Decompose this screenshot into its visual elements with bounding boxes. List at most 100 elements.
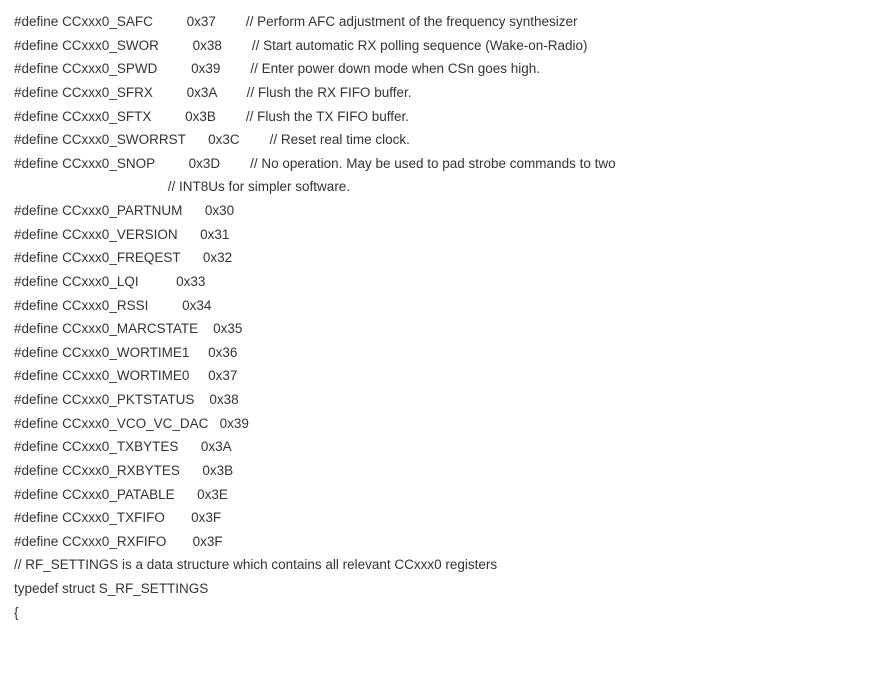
comment-line: // RF_SETTINGS is a data structure which… [14,553,876,577]
comment-text: // Flush the TX FIFO buffer. [246,109,409,124]
gap-space [217,85,247,100]
gap-space [14,179,168,194]
gap-space [157,61,191,76]
keyword-define: #define [14,321,58,336]
keyword-define: #define [14,38,58,53]
gap-space [182,203,205,218]
comment-text: // Reset real time clock. [270,132,410,147]
gap-space [165,510,191,525]
gap-space [216,109,246,124]
comment-text: // INT8Us for simpler software. [168,179,350,194]
macro-name: CCxxx0_WORTIME0 [62,368,189,383]
macro-name: CCxxx0_PATABLE [62,487,175,502]
code-row: #define CCxxx0_SNOP 0x3D // No operation… [14,152,876,176]
brace-line: { [14,601,876,625]
macro-value: 0x39 [191,61,220,76]
macro-name: CCxxx0_TXFIFO [62,510,165,525]
macro-value: 0x3B [202,463,233,478]
macro-value: 0x38 [193,38,222,53]
keyword-define: #define [14,203,58,218]
macro-name: CCxxx0_VERSION [62,227,178,242]
macro-value: 0x3B [185,109,216,124]
macro-name: CCxxx0_SWORRST [62,132,186,147]
keyword-define: #define [14,250,58,265]
macro-name: CCxxx0_TXBYTES [62,439,178,454]
keyword-define: #define [14,274,58,289]
gap-space [139,274,177,289]
macro-value: 0x33 [176,274,205,289]
gap-space [220,61,250,76]
keyword-define: #define [14,463,58,478]
code-row: #define CCxxx0_WORTIME0 0x37 [14,364,876,388]
gap-space [180,463,203,478]
code-row: #define CCxxx0_RXBYTES 0x3B [14,459,876,483]
gap-space [178,439,201,454]
keyword-define: #define [14,109,58,124]
macro-name: CCxxx0_PARTNUM [62,203,182,218]
code-row: #define CCxxx0_SWORRST 0x3C // Reset rea… [14,128,876,152]
gap-space [148,298,182,313]
macro-name: CCxxx0_PKTSTATUS [62,392,194,407]
code-row: #define CCxxx0_FREQEST 0x32 [14,246,876,270]
gap-space [175,487,198,502]
macro-value: 0x3E [197,487,228,502]
gap-space [240,132,270,147]
code-text: { [14,605,19,620]
code-row: // INT8Us for simpler software. [14,175,876,199]
code-row: #define CCxxx0_SPWD 0x39 // Enter power … [14,57,876,81]
macro-value: 0x31 [200,227,229,242]
keyword-define: #define [14,227,58,242]
gap-space [155,156,189,171]
keyword-define: #define [14,132,58,147]
code-row: #define CCxxx0_SWOR 0x38 // Start automa… [14,34,876,58]
macro-name: CCxxx0_SFRX [62,85,153,100]
comment-text: // Perform AFC adjustment of the frequen… [246,14,578,29]
code-row: #define CCxxx0_SFRX 0x3A // Flush the RX… [14,81,876,105]
gap-space [153,85,187,100]
macro-name: CCxxx0_RXBYTES [62,463,180,478]
comment-text: // No operation. May be used to pad stro… [250,156,615,171]
keyword-define: #define [14,298,58,313]
gap-space [180,250,203,265]
code-row: #define CCxxx0_VCO_VC_DAC 0x39 [14,412,876,436]
code-row: #define CCxxx0_TXBYTES 0x3A [14,435,876,459]
code-row: #define CCxxx0_VERSION 0x31 [14,223,876,247]
macro-value: 0x35 [213,321,242,336]
code-row: #define CCxxx0_PATABLE 0x3E [14,483,876,507]
macro-value: 0x3D [189,156,221,171]
gap-space [216,14,246,29]
macro-name: CCxxx0_WORTIME1 [62,345,189,360]
gap-space [178,227,201,242]
macro-name: CCxxx0_VCO_VC_DAC [62,416,208,431]
macro-name: CCxxx0_FREQEST [62,250,180,265]
macro-name: CCxxx0_SAFC [62,14,153,29]
keyword-define: #define [14,392,58,407]
macro-value: 0x3F [191,510,221,525]
gap-space [222,38,252,53]
code-block: #define CCxxx0_SAFC 0x37 // Perform AFC … [14,10,876,553]
macro-name: CCxxx0_SNOP [62,156,155,171]
macro-name: CCxxx0_SPWD [62,61,157,76]
code-row: #define CCxxx0_PKTSTATUS 0x38 [14,388,876,412]
macro-value: 0x36 [208,345,237,360]
code-row: #define CCxxx0_RXFIFO 0x3F [14,530,876,554]
keyword-define: #define [14,14,58,29]
gap-space [166,534,192,549]
gap-space [189,345,208,360]
code-row: #define CCxxx0_LQI 0x33 [14,270,876,294]
typedef-line: typedef struct S_RF_SETTINGS [14,577,876,601]
keyword-define: #define [14,368,58,383]
code-row: #define CCxxx0_PARTNUM 0x30 [14,199,876,223]
macro-value: 0x3A [201,439,232,454]
macro-value: 0x37 [187,14,216,29]
macro-name: CCxxx0_RXFIFO [62,534,166,549]
macro-name: CCxxx0_MARCSTATE [62,321,198,336]
macro-value: 0x39 [220,416,249,431]
gap-space [189,368,208,383]
code-row: #define CCxxx0_RSSI 0x34 [14,294,876,318]
macro-value: 0x3A [187,85,217,100]
comment-text: // RF_SETTINGS is a data structure which… [14,557,497,572]
comment-text: // Enter power down mode when CSn goes h… [250,61,540,76]
gap-space [153,14,187,29]
keyword-define: #define [14,487,58,502]
